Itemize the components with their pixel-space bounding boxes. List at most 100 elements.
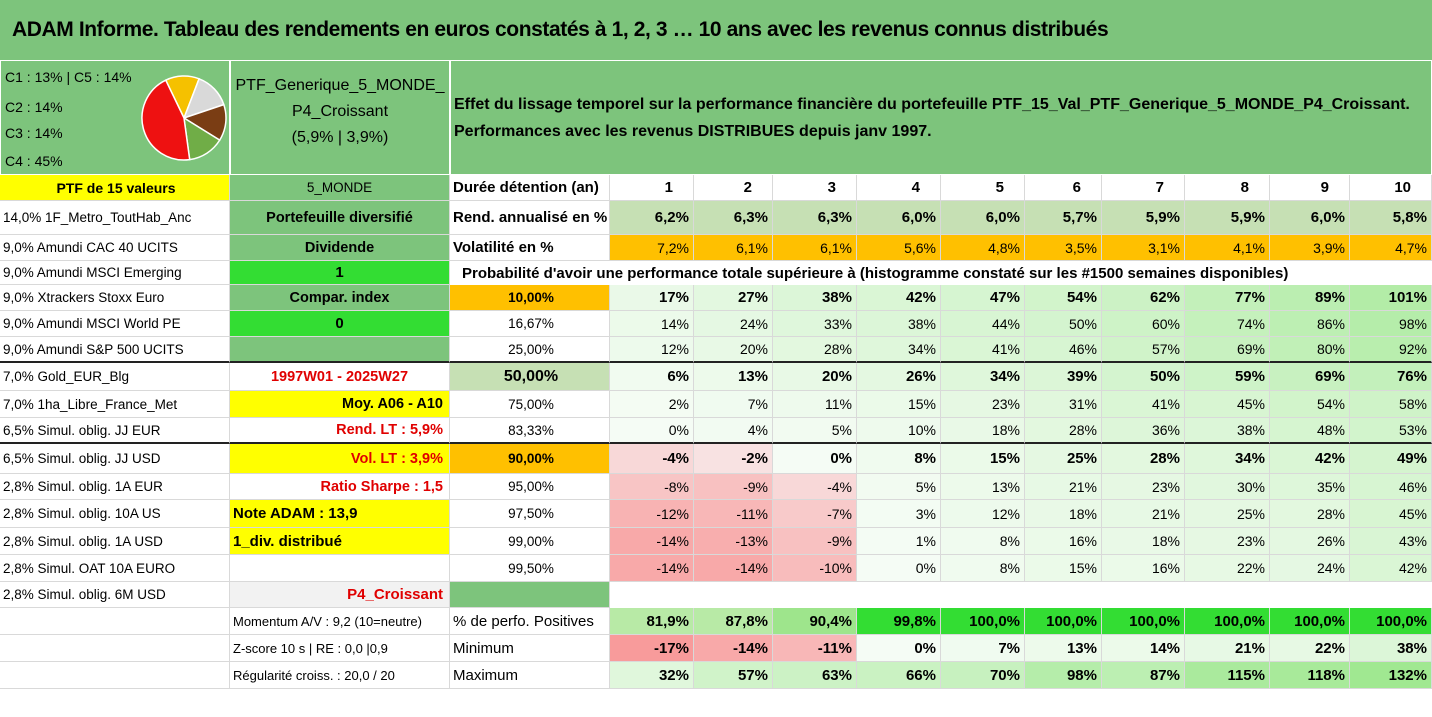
rend-label: Rend. annualisé en % — [450, 201, 610, 235]
stat-value: 90,4% — [773, 608, 857, 635]
stat-value: 14% — [1102, 635, 1185, 662]
asset-row: 2,8% Simul. oblig. 6M USD P4_Croissant — [0, 582, 1432, 608]
stat-value: 32% — [610, 662, 694, 689]
probability-value: 22% — [1185, 555, 1270, 582]
rend-value: 5,9% — [1185, 201, 1270, 235]
stat-value: 100,0% — [1102, 608, 1185, 635]
asset-label: 6,5% Simul. oblig. JJ USD — [0, 444, 230, 474]
probability-value: 18% — [1102, 528, 1185, 555]
probability-value: 24% — [1270, 555, 1350, 582]
asset-label: 7,0% Gold_EUR_Blg — [0, 363, 230, 391]
probability-value: 12% — [941, 500, 1025, 528]
stat-value: 132% — [1350, 662, 1432, 689]
stat-value: 38% — [1350, 635, 1432, 662]
probability-value: -7% — [773, 500, 857, 528]
probability-value: 44% — [941, 311, 1025, 337]
info-cell: Compar. index — [230, 285, 450, 311]
stat-value: 81,9% — [610, 608, 694, 635]
vol-value: 4,1% — [1185, 235, 1270, 261]
portfolio-name-box: PTF_Generique_5_MONDE_ P4_Croissant (5,9… — [230, 60, 450, 175]
empty-cell — [0, 662, 230, 689]
stat-value: 66% — [857, 662, 941, 689]
asset-label: 9,0% Amundi MSCI Emerging — [0, 261, 230, 285]
probability-value: 8% — [941, 528, 1025, 555]
pie-line: C1 : 13% | C5 : 14% — [5, 69, 132, 85]
probability-value: 50% — [1025, 311, 1102, 337]
probability-value: -14% — [610, 528, 694, 555]
probability-value: 15% — [1025, 555, 1102, 582]
probability-value: 14% — [610, 311, 694, 337]
probability-value: 62% — [1102, 285, 1185, 311]
asset-label: 2,8% Simul. oblig. 1A USD — [0, 528, 230, 555]
stat-value: 118% — [1270, 662, 1350, 689]
probability-value: 31% — [1025, 391, 1102, 418]
probability-value: 26% — [857, 363, 941, 391]
stat-value: -11% — [773, 635, 857, 662]
probability-value: 33% — [773, 311, 857, 337]
info-cell: Vol. LT : 3,9% — [230, 444, 450, 474]
description-box: Effet du lissage temporel sur la perform… — [450, 60, 1432, 175]
probability-value: 38% — [773, 285, 857, 311]
description-line: Performances avec les revenus DISTRIBUES… — [454, 123, 932, 140]
probability-value: 28% — [1102, 444, 1185, 474]
probability-value: 89% — [1270, 285, 1350, 311]
vol-value: 5,6% — [857, 235, 941, 261]
probability-value: 77% — [1185, 285, 1270, 311]
probability-value: 15% — [857, 391, 941, 418]
stat-value: 115% — [1185, 662, 1270, 689]
info-cell — [230, 555, 450, 582]
probability-value: 8% — [857, 444, 941, 474]
empty-cell — [0, 635, 230, 662]
stat-info: Régularité croiss. : 20,0 / 20 — [230, 662, 450, 689]
asset-label: 2,8% Simul. oblig. 10A US — [0, 500, 230, 528]
year-header: 10 — [1350, 175, 1432, 201]
pie-line: C3 : 14% — [5, 125, 63, 141]
probability-row: 6,5% Simul. oblig. JJ USD Vol. LT : 3,9% 9… — [0, 444, 1432, 474]
probability-value: 13% — [694, 363, 773, 391]
info-cell: Rend. LT : 5,9% — [230, 418, 450, 444]
year-header: 7 — [1102, 175, 1185, 201]
probability-value: 42% — [857, 285, 941, 311]
probability-row: 2,8% Simul. oblig. 1A USD 1_div. distribu… — [0, 528, 1432, 555]
probability-value: 74% — [1185, 311, 1270, 337]
probability-value: 41% — [1102, 391, 1185, 418]
info-cell: 1_div. distribué — [230, 528, 450, 555]
vol-value: 3,9% — [1270, 235, 1350, 261]
probability-value: 43% — [1350, 528, 1432, 555]
asset-label: 6,5% Simul. oblig. JJ EUR — [0, 418, 230, 444]
stat-row: Régularité croiss. : 20,0 / 20 Maximum 32%… — [0, 662, 1432, 689]
probability-threshold: 90,00% — [450, 444, 610, 474]
probability-row: 7,0% Gold_EUR_Blg 1997W01 - 2025W27 50,00%… — [0, 363, 1432, 391]
probability-value: 25% — [1025, 444, 1102, 474]
probability-value: 16% — [1025, 528, 1102, 555]
info-cell: Note ADAM : 13,9 — [230, 500, 450, 528]
asset-label: 2,8% Simul. oblig. 1A EUR — [0, 474, 230, 500]
probability-value: 12% — [610, 337, 694, 363]
probability-threshold: 83,33% — [450, 418, 610, 444]
header-area: C1 : 13% | C5 : 14% C2 : 14% C3 : 14% C4… — [0, 60, 1432, 175]
probability-value: 98% — [1350, 311, 1432, 337]
year-header: 9 — [1270, 175, 1350, 201]
probability-value: 57% — [1102, 337, 1185, 363]
probability-row: 6,5% Simul. oblig. JJ EUR Rend. LT : 5,9%… — [0, 418, 1432, 444]
probability-value: 18% — [1025, 500, 1102, 528]
stat-value: 99,8% — [857, 608, 941, 635]
stat-value: 7% — [941, 635, 1025, 662]
probability-threshold: 10,00% — [450, 285, 610, 311]
probability-value: 38% — [857, 311, 941, 337]
stat-label: % de perfo. Positives — [450, 608, 610, 635]
asset-label: 2,8% Simul. oblig. 6M USD — [0, 582, 230, 608]
probability-value: 47% — [941, 285, 1025, 311]
rend-value: 6,3% — [694, 201, 773, 235]
info-cell: Dividende — [230, 235, 450, 261]
probability-value: 39% — [1025, 363, 1102, 391]
empty-cell — [0, 608, 230, 635]
year-header: 5 — [941, 175, 1025, 201]
rend-value: 5,7% — [1025, 201, 1102, 235]
vol-value: 4,7% — [1350, 235, 1432, 261]
probability-value: 25% — [1185, 500, 1270, 528]
rend-value: 6,3% — [773, 201, 857, 235]
probability-value: 10% — [857, 418, 941, 444]
probability-value: 2% — [610, 391, 694, 418]
probability-value: 3% — [857, 500, 941, 528]
